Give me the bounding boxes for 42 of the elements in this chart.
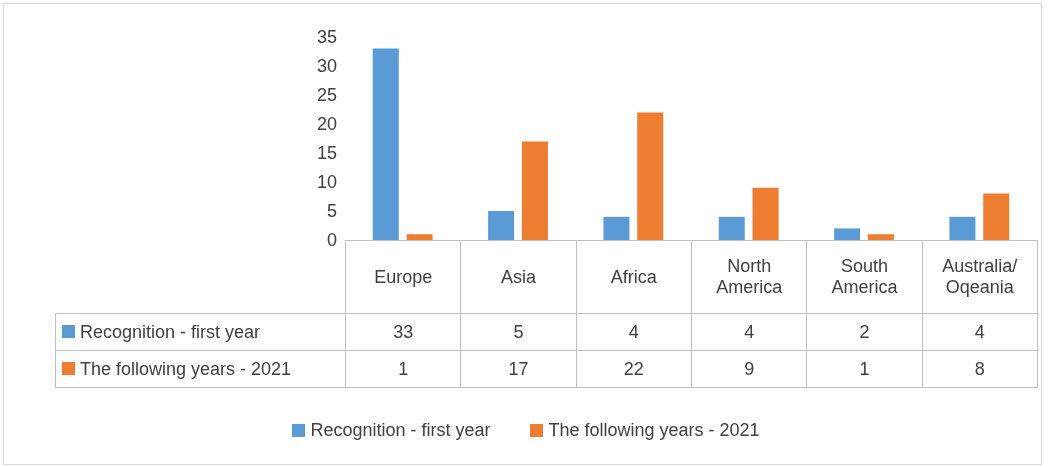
data-label: 8: [922, 350, 1038, 388]
bar: [603, 216, 630, 240]
text: Recognition - first year: [310, 420, 491, 440]
y-tick-label: 0: [326, 230, 337, 250]
y-tick-label: 35: [316, 27, 337, 47]
bar: [949, 216, 976, 240]
bar: [752, 187, 779, 240]
y-tick-label: 10: [316, 172, 337, 192]
y-tick-label: 20: [316, 114, 337, 134]
x-tick-label: Australia/ Oqeania: [922, 240, 1038, 314]
data-label: 4: [922, 313, 1038, 351]
y-tick-label: 15: [316, 143, 337, 163]
x-tick-label: Asia: [460, 240, 577, 314]
bar: [521, 141, 548, 240]
bar: [834, 228, 861, 240]
data-label: 5: [460, 313, 577, 351]
data-label: 17: [460, 350, 577, 388]
bar: [983, 193, 1010, 240]
data-label: 9: [691, 350, 807, 388]
y-tick-label: 30: [316, 56, 337, 76]
x-tick-label: Europe: [345, 240, 461, 314]
legend-label: The following years - 2021: [55, 350, 346, 388]
bar: [406, 234, 433, 240]
data-label: 4: [691, 313, 807, 351]
y-tick-label: 25: [316, 85, 337, 105]
data-label: 2: [806, 313, 923, 351]
bar: [718, 216, 745, 240]
bar: [867, 234, 894, 240]
bar: [372, 48, 399, 240]
data-label: 1: [345, 350, 461, 388]
data-label: 1: [806, 350, 923, 388]
data-label: 22: [576, 350, 692, 388]
data-label: 33: [345, 313, 461, 351]
y-tick-label: 5: [326, 201, 337, 221]
x-tick-label: North America: [691, 240, 807, 314]
bar: [488, 211, 515, 240]
x-tick-label: Africa: [576, 240, 692, 314]
bar: [637, 112, 664, 240]
data-label: 4: [576, 313, 692, 351]
text: The following years - 2021: [548, 420, 760, 440]
legend-label: Recognition - first year: [55, 313, 346, 351]
x-tick-label: South America: [806, 240, 923, 314]
